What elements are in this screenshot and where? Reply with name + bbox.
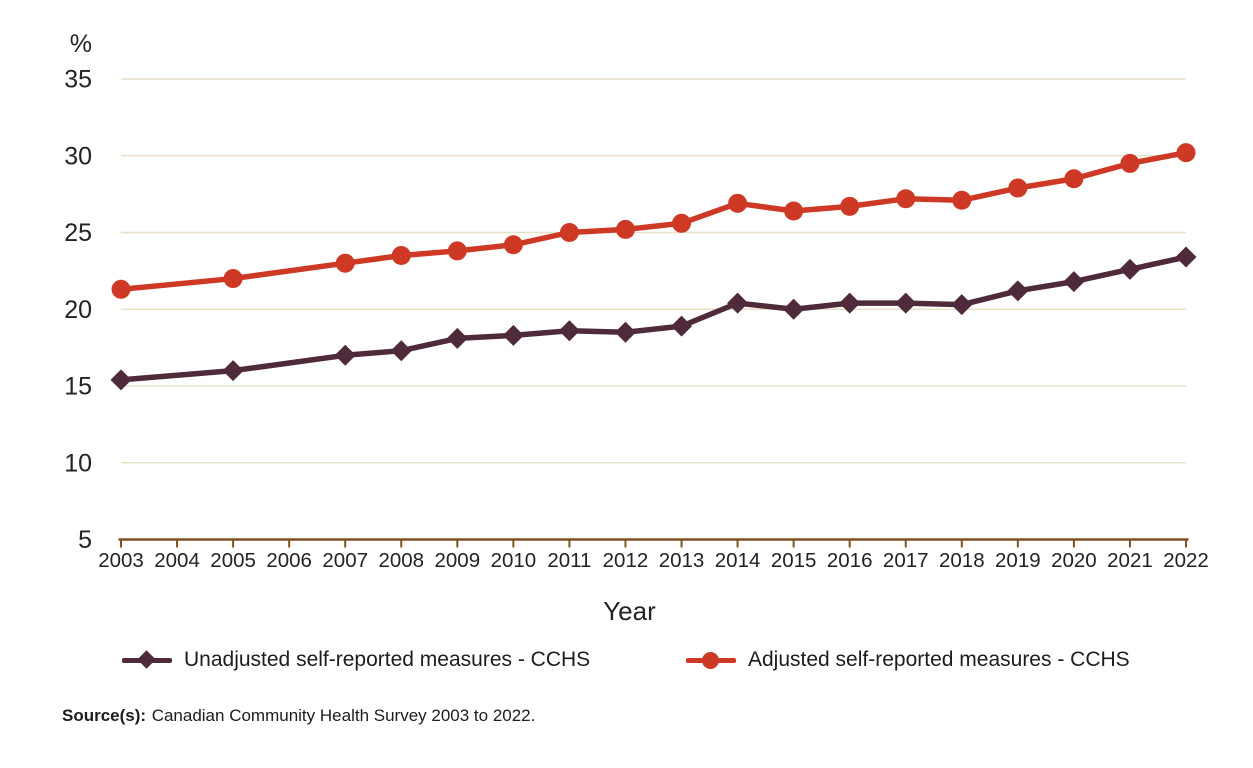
data-point-unadjusted-2016 [839, 292, 861, 314]
circle-marker-icon [702, 651, 719, 669]
data-point-adjusted-2017 [896, 189, 916, 209]
x-tick-label-2012: 2012 [603, 549, 649, 572]
x-tick-label-2014: 2014 [715, 549, 761, 572]
data-point-unadjusted-2021 [1119, 258, 1141, 280]
y-tick-label-5: 5 [78, 526, 92, 554]
data-point-adjusted-2010 [503, 235, 523, 255]
data-point-adjusted-2011 [559, 223, 579, 242]
data-point-adjusted-2022 [1176, 143, 1196, 163]
x-tick-label-2018: 2018 [939, 549, 985, 572]
data-point-adjusted-2012 [615, 219, 635, 239]
x-tick-label-2006: 2006 [266, 549, 312, 572]
x-tick-label-2013: 2013 [659, 549, 705, 572]
data-point-adjusted-2019 [1008, 178, 1028, 198]
data-point-adjusted-2009 [447, 241, 467, 261]
legend-marker-unadjusted [122, 650, 172, 669]
x-tick-label-2003: 2003 [98, 549, 144, 572]
x-tick-label-2015: 2015 [771, 549, 817, 572]
data-point-unadjusted-2014 [727, 292, 749, 314]
data-point-unadjusted-2009 [446, 327, 468, 349]
data-point-unadjusted-2018 [951, 294, 973, 316]
data-point-unadjusted-2011 [558, 320, 580, 342]
data-point-adjusted-2018 [952, 190, 972, 210]
source-note: Source(s): Canadian Community Health Surv… [62, 706, 535, 726]
x-tick-label-2021: 2021 [1107, 549, 1153, 572]
y-tick-label-35: 35 [64, 66, 92, 94]
data-point-unadjusted-2019 [1007, 280, 1029, 302]
x-tick-label-2009: 2009 [435, 549, 481, 572]
x-tick-label-2010: 2010 [491, 549, 537, 572]
data-point-unadjusted-2010 [502, 324, 524, 346]
source-label: Source(s): [62, 706, 147, 725]
x-tick-label-2008: 2008 [378, 549, 424, 572]
diamond-marker-icon [137, 650, 156, 669]
data-point-adjusted-2003 [111, 279, 131, 299]
x-tick-label-2019: 2019 [995, 549, 1041, 572]
data-point-unadjusted-2007 [334, 344, 356, 366]
legend-item-adjusted: Adjusted self-reported measures - CCHS [686, 646, 1130, 674]
y-tick-label-30: 30 [64, 142, 92, 170]
data-point-unadjusted-2013 [671, 315, 693, 337]
data-point-unadjusted-2003 [110, 369, 132, 391]
y-tick-label-25: 25 [64, 219, 92, 247]
legend-label-unadjusted: Unadjusted self-reported measures - CCHS [184, 648, 591, 671]
x-tick-label-2017: 2017 [883, 549, 929, 572]
x-tick-label-2004: 2004 [154, 549, 200, 572]
data-point-unadjusted-2012 [614, 321, 636, 343]
data-point-adjusted-2008 [391, 246, 411, 266]
x-tick-label-2020: 2020 [1051, 549, 1097, 572]
data-point-unadjusted-2020 [1063, 271, 1085, 293]
x-tick-label-2022: 2022 [1163, 549, 1209, 572]
data-point-adjusted-2016 [840, 196, 860, 216]
data-point-adjusted-2015 [784, 201, 804, 221]
source-text: Canadian Community Health Survey 2003 to… [151, 706, 536, 725]
series-line-unadjusted [118, 254, 1189, 383]
y-axis-unit-label: % [70, 30, 92, 58]
legend-item-unadjusted: Unadjusted self-reported measures - CCHS [122, 646, 590, 674]
data-point-unadjusted-2005 [222, 360, 244, 382]
data-point-adjusted-2014 [728, 193, 748, 213]
x-tick-label-2005: 2005 [210, 549, 256, 572]
data-point-unadjusted-2017 [895, 292, 917, 314]
data-point-adjusted-2007 [335, 253, 355, 273]
data-point-unadjusted-2015 [783, 298, 805, 320]
data-point-unadjusted-2008 [390, 340, 412, 362]
x-tick-label-2016: 2016 [827, 549, 873, 572]
legend-marker-adjusted [686, 651, 736, 669]
x-axis-title: Year [603, 596, 656, 626]
series-line-adjusted [118, 149, 1189, 293]
legend-label-adjusted: Adjusted self-reported measures - CCHS [748, 648, 1130, 671]
x-tick-label-2011: 2011 [547, 549, 591, 572]
y-tick-label-10: 10 [64, 449, 92, 477]
y-tick-label-20: 20 [64, 296, 92, 324]
y-tick-label-15: 15 [64, 373, 92, 401]
data-point-adjusted-2021 [1120, 153, 1140, 173]
data-point-adjusted-2013 [672, 213, 692, 233]
chart-legend: Unadjusted self-reported measures - CCHS… [0, 646, 1253, 674]
data-point-adjusted-2020 [1064, 169, 1084, 189]
x-tick-label-2007: 2007 [322, 549, 368, 572]
data-point-adjusted-2005 [223, 269, 243, 289]
data-point-unadjusted-2022 [1175, 246, 1197, 268]
